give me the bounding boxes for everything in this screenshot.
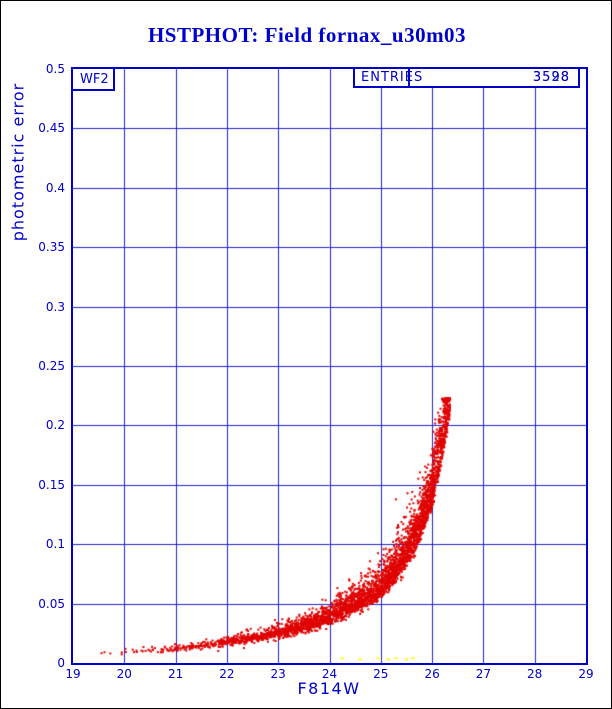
- y-tick-label: 0.2: [45, 418, 65, 433]
- x-axis-label: F814W: [297, 679, 361, 698]
- x-tick-label: 20: [116, 667, 132, 681]
- y-tick-label: 0.05: [38, 596, 65, 611]
- y-tick-label: 0.3: [45, 299, 65, 314]
- x-tick-label: 22: [219, 667, 235, 681]
- y-tick-label: 0.4: [45, 180, 65, 195]
- y-tick-label: 0: [57, 656, 65, 670]
- x-tick-label: 28: [527, 667, 543, 681]
- x-tick-label: 24: [321, 667, 338, 681]
- y-tick-label: 0.5: [45, 62, 65, 76]
- x-tick-label: 27: [475, 667, 492, 681]
- entries-count: 3598: [532, 70, 570, 85]
- y-tick-label: 0.25: [38, 359, 65, 373]
- x-tick-label: 21: [167, 667, 184, 681]
- scatter-plot-canvas: [73, 69, 586, 663]
- x-tick-label: 26: [424, 667, 440, 681]
- y-tick-label: 0.1: [45, 537, 65, 552]
- y-tick-label: 0.45: [38, 121, 65, 136]
- entries-value: 3598 3528: [510, 70, 570, 86]
- plot-frame: [71, 67, 588, 665]
- x-tick-label: 23: [270, 667, 286, 681]
- y-tick-label: 0.35: [38, 240, 65, 255]
- page-title: HSTPHOT: Field fornax_u30m03: [147, 23, 467, 47]
- entries-count-overprint: 3528: [532, 70, 570, 85]
- entries-divider: [408, 69, 410, 86]
- y-tick-label: 0.15: [38, 477, 65, 492]
- y-axis-label: photometric error: [8, 82, 28, 242]
- x-tick-label: 19: [65, 667, 81, 681]
- entries-box: ENTRIES 3598 3528: [353, 67, 580, 88]
- entries-label: ENTRIES: [361, 70, 424, 85]
- panel-label-box: WF2: [71, 67, 115, 91]
- x-tick-label: 25: [373, 667, 389, 681]
- panel-label: WF2: [80, 71, 109, 87]
- x-tick-label: 29: [578, 667, 594, 681]
